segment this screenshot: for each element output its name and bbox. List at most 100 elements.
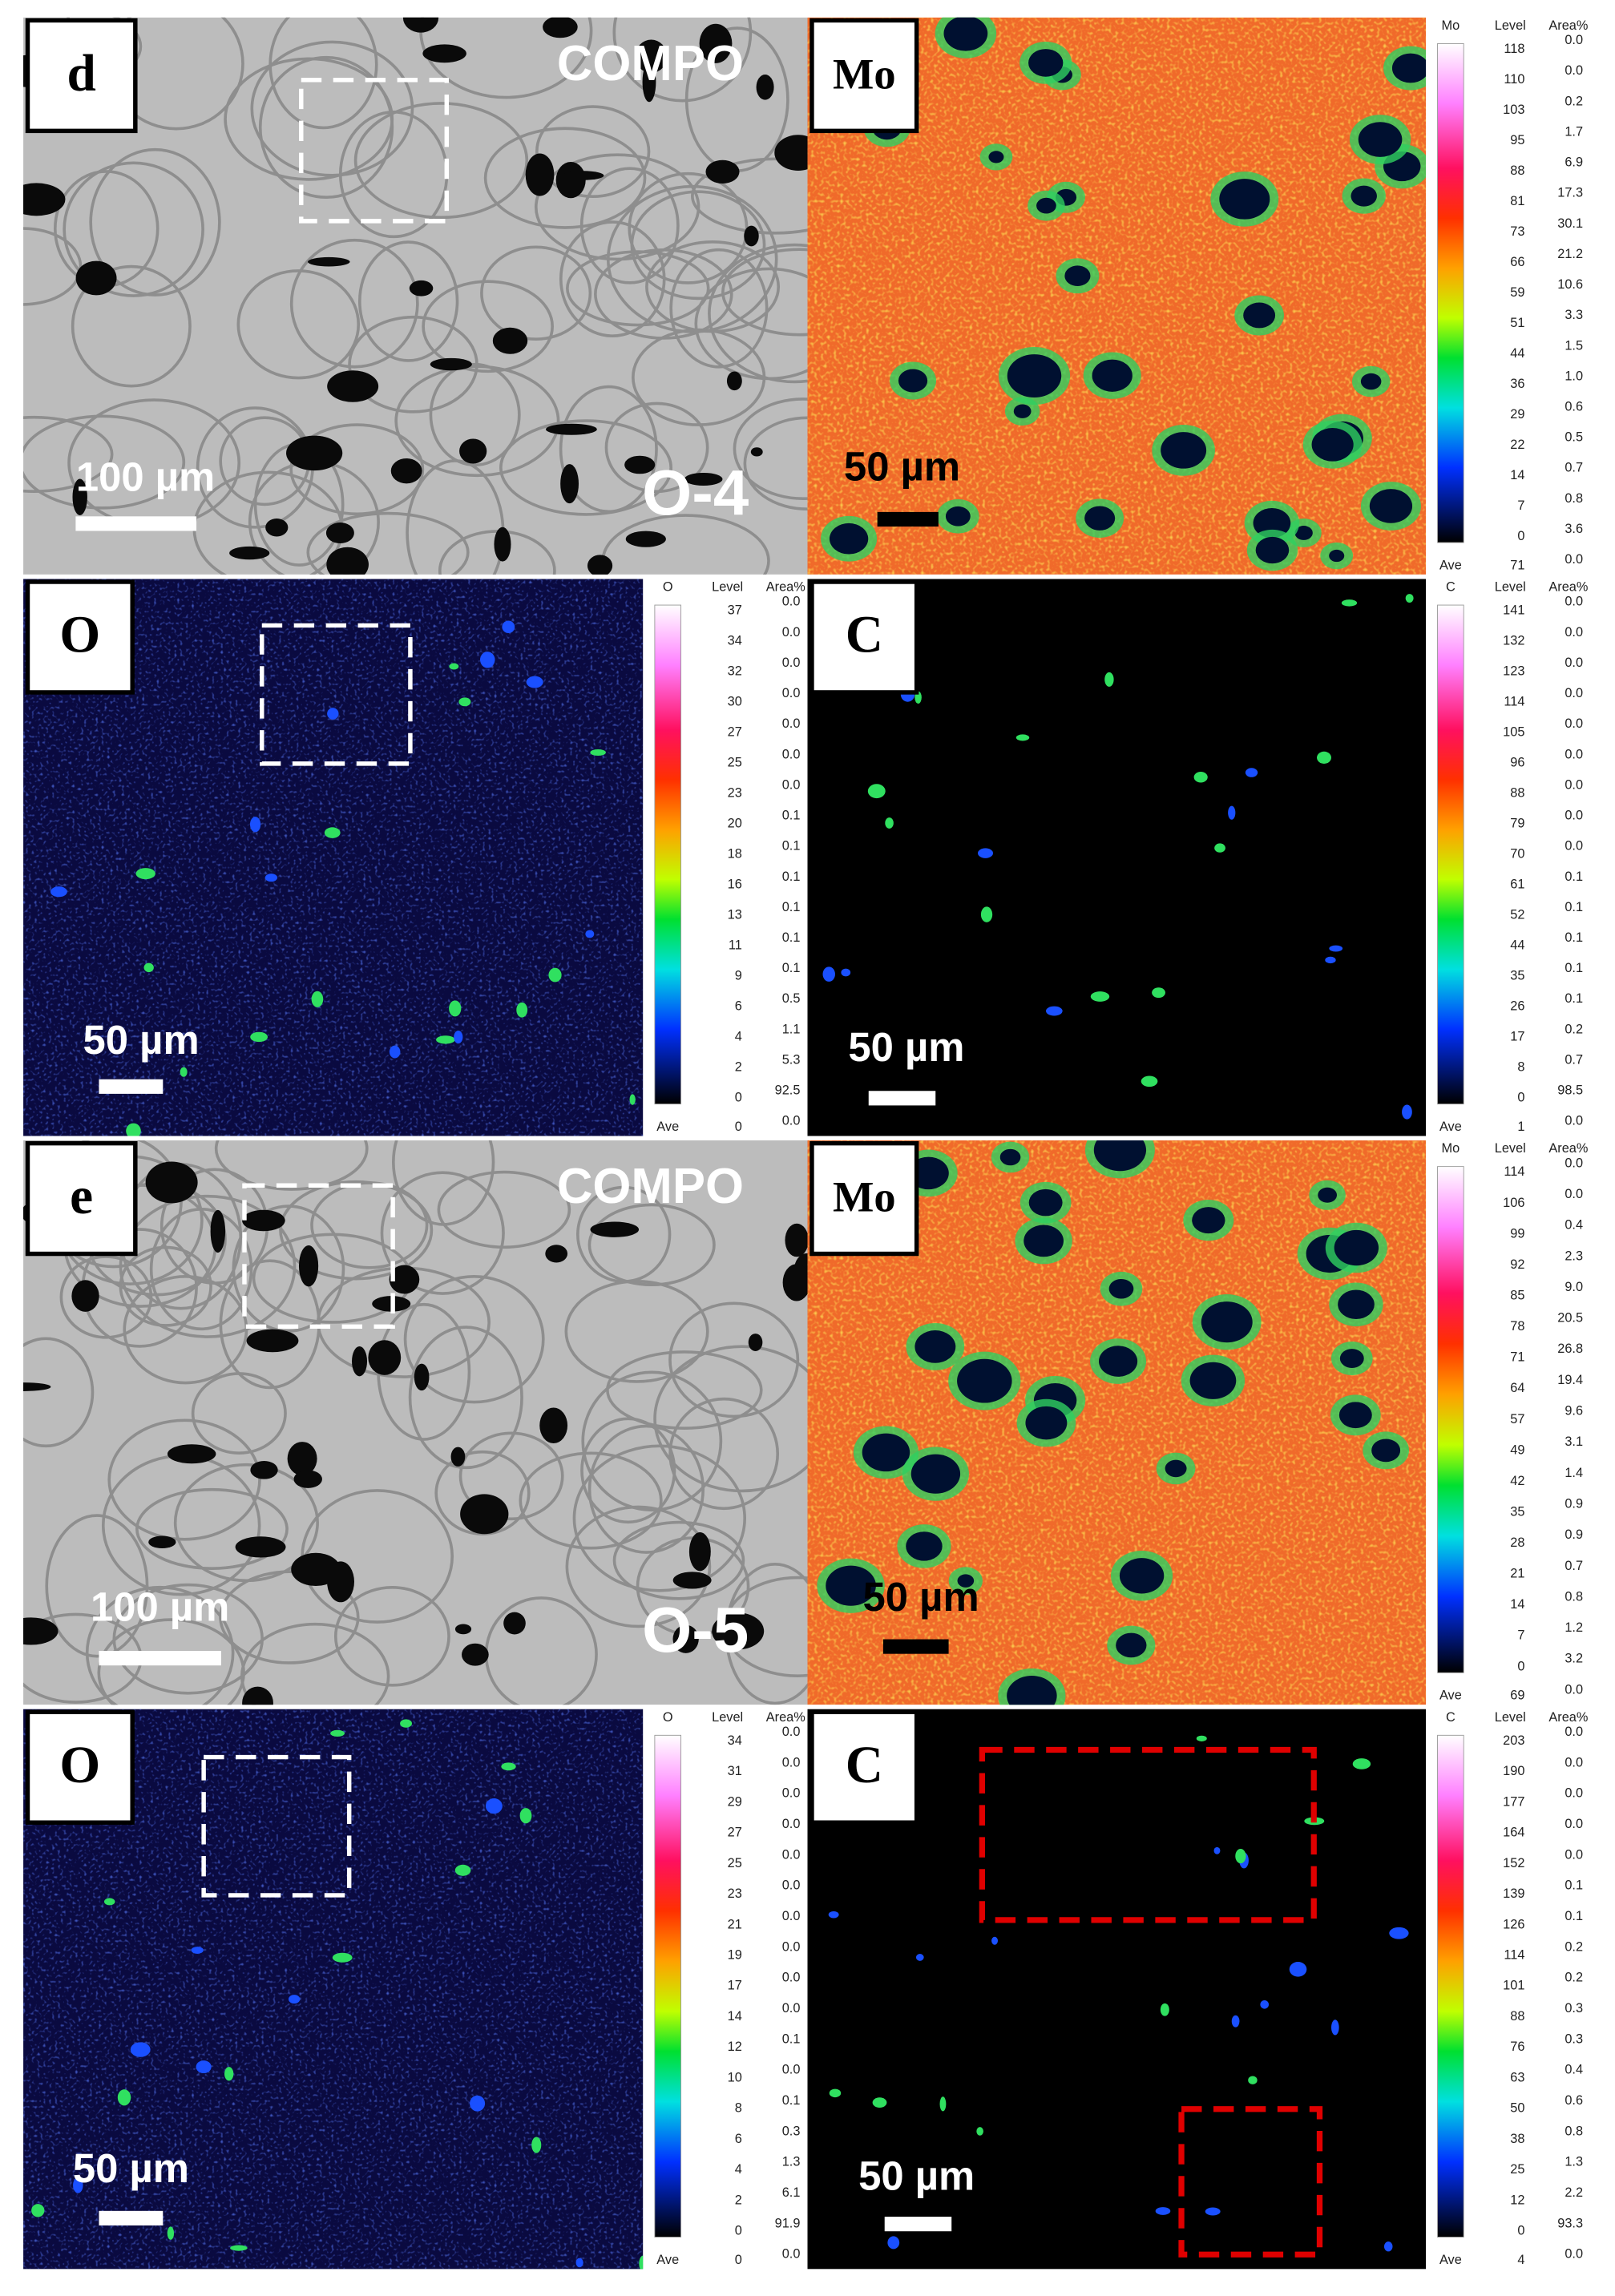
level-value: 49 [1510,1443,1524,1457]
dashed-box [979,1746,1317,1923]
grain-boundary [499,419,672,516]
scale-bar [75,516,197,531]
phase [1219,179,1270,220]
phase [862,1433,910,1472]
scale-label: 50 µm [863,1574,979,1620]
area-value: 0.0 [1565,686,1583,700]
spot [458,697,471,707]
pore [460,1494,509,1535]
label-box [25,1140,138,1257]
spot [639,2255,644,2270]
level-value: 64 [1510,1381,1524,1395]
colorbar: Mo Level Area% 118 110 103 95 88 81 73 66 59 51 44 36 2… [1426,17,1601,575]
area-value: 0.0 [782,1817,801,1831]
spot [841,968,851,977]
spot [250,1031,268,1043]
colorbar-title: Mo [1442,1141,1460,1156]
spot [575,2258,583,2268]
panel-label: Mo [833,50,896,99]
level-value: 70 [1510,847,1524,862]
level-value: 81 [1510,194,1524,208]
grain-boundary [458,1431,564,1521]
area-value: 9.6 [1565,1404,1583,1418]
area-value: 0.0 [782,716,801,731]
scale-label: 50 µm [73,2145,189,2191]
level-value: 114 [1504,1164,1524,1179]
phase [1007,1676,1057,1705]
phase [914,1330,956,1363]
grain-boundary [668,1397,780,1511]
grain-boundary [119,1194,297,1338]
area-value: 0.4 [1565,1218,1583,1233]
map-panel: O50 µmO Level Area%37343230272523201816131… [23,579,808,1136]
grain-boundary [606,1350,763,1430]
level-value: 114 [1504,1947,1524,1962]
area-value: 0.0 [782,2063,801,2077]
grain-boundary [59,1255,153,1339]
pore [590,1221,640,1237]
spot [224,2067,234,2081]
pore [543,17,578,38]
scale-label: 50 µm [858,2153,975,2198]
panel-label: O [59,607,100,664]
phase [1371,1439,1401,1463]
grain-boundary [224,57,394,181]
level-value: 88 [1510,2009,1524,2024]
area-value: 21.2 [1557,247,1583,261]
sample-label: O-5 [642,1594,749,1665]
scale-bar [99,1079,164,1094]
colorbar-scale [1437,1734,1464,2237]
colorbar-title: O [663,580,673,595]
spot [1405,594,1414,603]
level-value: 51 [1510,316,1524,330]
pore [430,357,472,371]
spot [130,2042,151,2057]
level-value: 29 [728,1794,742,1809]
grain-boundary [604,401,709,494]
spot [135,868,155,880]
level-value: 13 [728,908,742,922]
grain-boundary [45,1514,149,1658]
level-value: 7 [1517,1628,1524,1643]
level-value: 139 [1503,1886,1524,1901]
phase [957,1358,1012,1403]
spot [73,2177,83,2193]
area-value: 0.0 [1565,2247,1583,2262]
pore [148,1535,176,1548]
area-value: 19.4 [1557,1373,1583,1387]
colorbar-scale [1437,42,1464,543]
pore [462,1643,489,1666]
grain-boundary [708,243,808,384]
spot [502,620,515,634]
area-value: 0.0 [1565,809,1583,823]
spot [449,663,459,670]
area-value: 0.9 [1565,1527,1583,1542]
phase [1294,526,1313,540]
pore [167,1444,216,1464]
pore [635,39,668,74]
level-value: 23 [728,1886,742,1901]
area-value: 5.3 [782,1052,801,1067]
level-value: 16 [728,878,742,892]
pore [712,1612,765,1650]
area-value: 0.0 [1565,63,1583,78]
phase [1084,506,1116,531]
grain-boundary [289,423,425,516]
level-value: 0 [735,2224,742,2238]
phase [1119,1558,1165,1594]
area-value: 0.0 [1565,552,1583,567]
level-value: 71 [1510,1350,1524,1365]
grain-boundary [422,280,554,373]
pore [298,1245,319,1287]
level-value: 34 [728,1733,742,1748]
map-panel: O 50 µm O Level Area% 34 31 29 27 25 23 21 19 17 14 12 1… [23,1709,808,2270]
grain-boundary [23,415,114,493]
area-value: 0.2 [1565,1971,1583,1985]
pore [750,447,763,457]
area-value: 0.2 [1565,94,1583,108]
grain-boundary [353,102,529,220]
spot [976,2127,983,2136]
grain-boundary [289,238,419,369]
phase [1165,1459,1187,1478]
area-value: 0.1 [1565,1878,1583,1893]
